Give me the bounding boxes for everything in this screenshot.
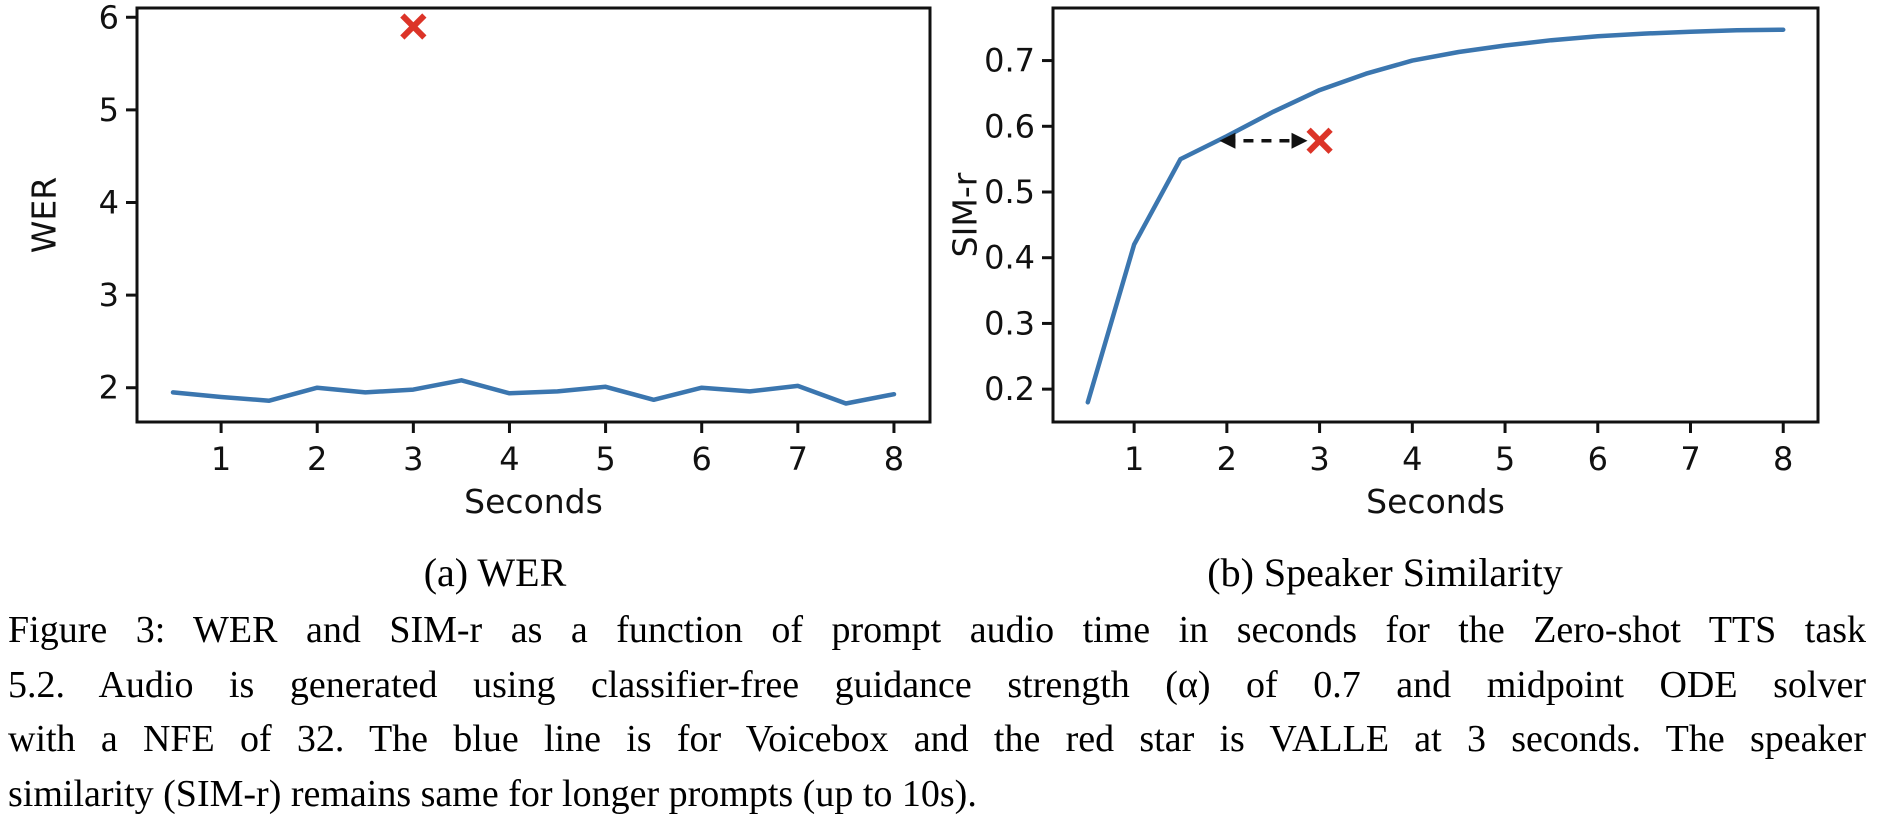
y-tick-label: 0.5 (984, 173, 1035, 211)
y-tick-label: 5 (99, 91, 119, 129)
x-tick-label: 4 (499, 440, 519, 478)
x-tick-label: 8 (1773, 440, 1793, 478)
y-tick-label: 4 (99, 183, 119, 221)
y-tick-label: 0.7 (984, 42, 1035, 80)
sim-chart: 1 2 3 4 5 6 7 8 0.2 0.3 0.4 0.5 0.6 0.7 SIM-r Seconds (946, 6, 1820, 521)
valle-x-marker (1306, 127, 1333, 154)
x-tick-label: 1 (211, 440, 231, 478)
x-tick-label: 5 (595, 440, 615, 478)
y-tick-label: 3 (99, 276, 119, 314)
y-tick-label: 0.3 (984, 304, 1035, 342)
y-tick-label: 0.4 (984, 239, 1035, 277)
wer-chart: 1 2 3 4 5 6 7 8 2 3 4 5 6 WER Seconds (25, 0, 932, 521)
x-tick-label: 8 (884, 440, 904, 478)
subcaption-a: (a) WER (423, 550, 567, 595)
x-tick-label: 5 (1495, 440, 1515, 478)
x-tick-label: 6 (1588, 440, 1608, 478)
figure-caption: Figure 3: WER and SIM-r as a function of… (8, 603, 1866, 821)
y-tick-label: 0.2 (984, 370, 1035, 408)
x-tick-label: 7 (1680, 440, 1700, 478)
plot-spines (135, 6, 932, 424)
x-tick-label: 4 (1402, 440, 1422, 478)
sim-chart-canvas: 1 2 3 4 5 6 7 8 0.2 0.3 0.4 0.5 0.6 0.7 (984, 6, 1820, 478)
wer-chart-canvas: 1 2 3 4 5 6 7 8 2 3 4 5 6 (99, 0, 932, 478)
y-tick-label: 6 (99, 0, 119, 36)
sim-x-axis-label: Seconds (1366, 482, 1505, 521)
subcaption-b: (b) Speaker Similarity (1207, 550, 1563, 595)
voicebox-line (1085, 27, 1786, 405)
gap-arrow-head-right (1291, 132, 1308, 149)
sim-y-axis-label: SIM-r (945, 172, 985, 258)
plot-spines (1051, 6, 1820, 424)
caption-line-1: Figure 3: WER and SIM-r as a function of… (8, 609, 1866, 651)
x-tick-label: 2 (1217, 440, 1237, 478)
caption-line-3: with a NFE of 32. The blue line is for V… (8, 718, 1866, 760)
x-tick-label: 7 (788, 440, 808, 478)
x-tick-label: 2 (307, 440, 327, 478)
x-tick-label: 3 (403, 440, 423, 478)
wer-y-axis-label: WER (24, 176, 64, 254)
y-tick-label: 0.6 (984, 107, 1035, 145)
wer-x-axis-label: Seconds (464, 482, 603, 521)
x-tick-label: 3 (1309, 440, 1329, 478)
gap-arrow-head-left (1219, 132, 1236, 149)
y-tick-label: 2 (99, 369, 119, 407)
caption-line-4: similarity (SIM-r) remains same for long… (8, 772, 977, 815)
voicebox-line (170, 378, 897, 406)
x-tick-label: 1 (1124, 440, 1144, 478)
valle-x-marker (400, 13, 427, 40)
caption-line-2: 5.2. Audio is generated using classifier… (8, 663, 1866, 706)
x-tick-label: 6 (692, 440, 712, 478)
